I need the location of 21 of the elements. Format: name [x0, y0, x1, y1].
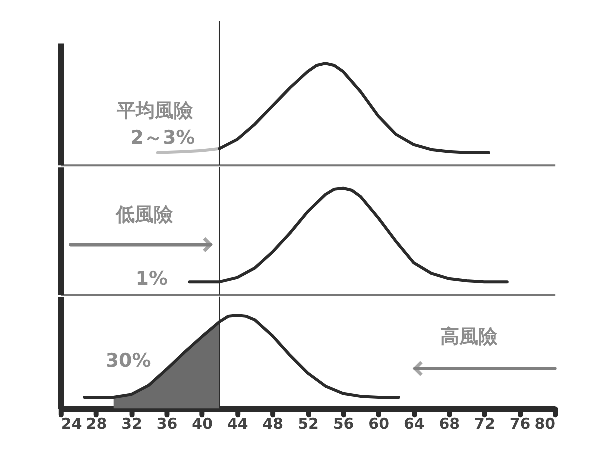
- x-tick-label: 76: [510, 415, 531, 434]
- annotation: 平均風險: [116, 100, 194, 122]
- x-tick-label: 72: [474, 415, 496, 434]
- x-tick-label: 24: [61, 415, 82, 434]
- x-tick-label: 48: [262, 415, 284, 434]
- x-tick-label: 44: [227, 415, 248, 434]
- x-tick-label: 40: [192, 415, 214, 434]
- x-tick-label: 60: [368, 415, 390, 434]
- annotation: 2～3%: [130, 127, 196, 150]
- x-tick-label: 56: [333, 415, 354, 434]
- annotation: 30%: [106, 350, 152, 372]
- x-tick-label: 68: [439, 415, 460, 434]
- x-tick-label: 32: [122, 415, 142, 434]
- x-tick-label: 36: [156, 415, 178, 434]
- annotation: 1%: [136, 268, 168, 290]
- x-tick-label: 28: [86, 415, 108, 434]
- annotation: 高風險: [440, 326, 498, 348]
- x-tick-label: 80: [534, 415, 556, 434]
- x-tick-label: 52: [298, 415, 319, 434]
- x-tick-label: 64: [404, 415, 425, 434]
- annotation: 低風險: [114, 204, 174, 226]
